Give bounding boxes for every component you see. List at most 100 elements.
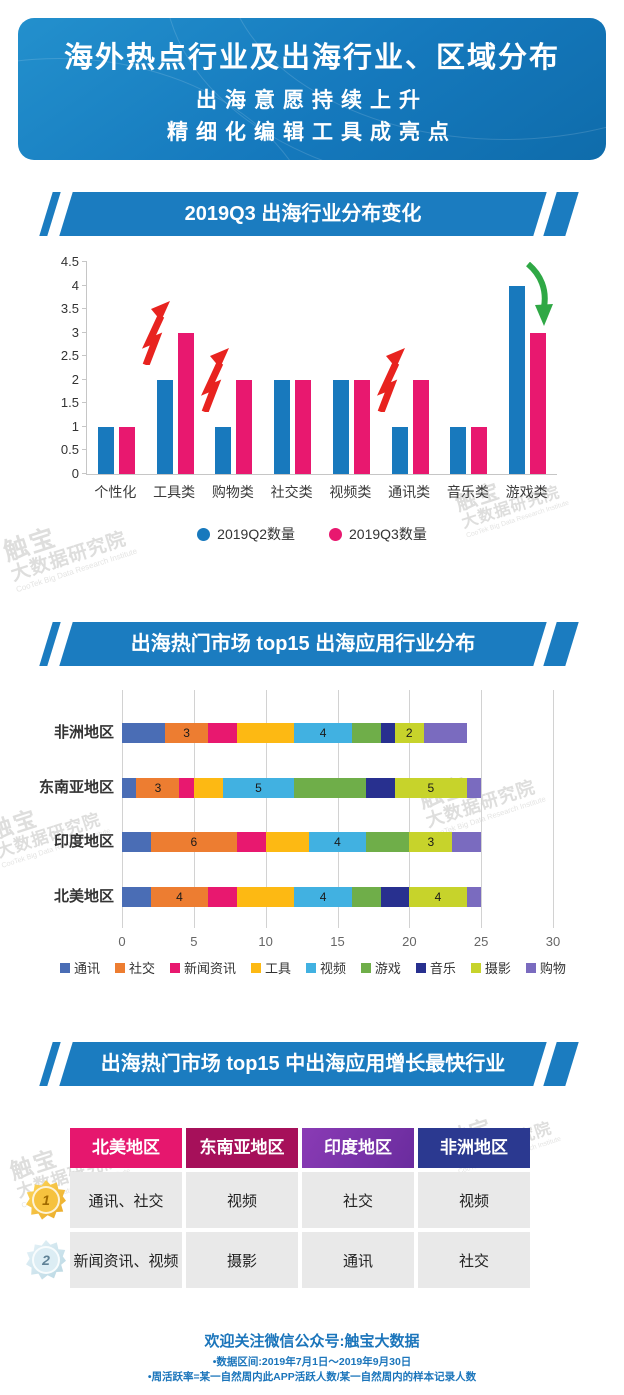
legend-item-游戏: 游戏 — [360, 958, 401, 977]
segment-通讯 — [122, 832, 151, 853]
legend-dot-icon — [197, 527, 211, 541]
segment-音乐 — [366, 777, 395, 798]
data-range-note: •数据区间:2019年7月1日～2019年9月30日 — [212, 1356, 412, 1368]
table-cell: 新闻资讯、视频 — [70, 1232, 182, 1288]
y-axis-tick-label: 4.5 — [60, 254, 79, 269]
x-axis-label-工具类: 工具类 — [153, 484, 196, 500]
y-axis-tick-label: 1.5 — [60, 395, 79, 411]
table-header-africa: 非洲地区 — [418, 1128, 530, 1168]
bar-group-音乐类 — [440, 262, 499, 474]
y-axis-tick — [82, 331, 87, 333]
legend-square-icon — [415, 962, 426, 973]
y-axis-tick-label: 0.5 — [60, 442, 79, 458]
legend-dot-icon — [329, 527, 342, 541]
rank-1-medal-icon: 1 — [26, 1180, 66, 1220]
table-header-india: 印度地区 — [302, 1128, 414, 1168]
banner-stripe — [39, 192, 61, 236]
gridline — [481, 690, 483, 928]
stacked-row-非洲地区: 非洲地区 3 4 2 — [0, 723, 624, 743]
x-axis-label-音乐类: 音乐类 — [446, 484, 489, 500]
wechat-account-note: 欢迎关注微信公众号:触宝大数据 — [204, 1333, 420, 1350]
metric-definition-note: •周活跃率=某一自然周内此APP活跃人数/某一自然周内的样本记录人数 — [147, 1371, 477, 1384]
bar-group-通讯类 — [376, 262, 440, 474]
section-title-1: 2019Q3 出海行业分布变化 — [184, 203, 422, 225]
chart-region-distribution: 0 5 10 15 20 25 30 非洲地区 3 4 2 东南亚地区 3 5 5 印度地区 6 4 3 北美地区 4 4… — [0, 690, 624, 990]
gridline — [337, 690, 339, 928]
section-banner-1: 2019Q3 出海行业分布变化 — [0, 192, 624, 236]
legend-square-icon — [169, 962, 180, 973]
bar-2019Q2数量-通讯类 — [391, 426, 408, 474]
y-axis-tick — [82, 449, 87, 451]
red-up-arrow-icon — [140, 301, 170, 370]
bar-2019Q3数量-游戏类 — [530, 332, 547, 474]
gridline — [193, 690, 195, 928]
y-axis-tick — [82, 308, 87, 310]
chart1-plot-area: 0 0.5 1 1.5 2 2.5 3 3.5 4 4.5 — [61, 254, 557, 481]
x-axis-tick-label: 5 — [190, 934, 198, 949]
table-cell: 视频 — [418, 1172, 530, 1228]
segment-社交: 3 — [136, 777, 180, 798]
y-axis-tick — [82, 402, 87, 404]
segment-音乐 — [380, 723, 395, 743]
bar-2019Q2数量-游戏类 — [509, 285, 526, 474]
legend-label: 音乐 — [429, 961, 456, 976]
bar-group-购物类 — [200, 262, 264, 474]
row-label-印度地区: 印度地区 — [53, 833, 114, 851]
segment-社交: 3 — [165, 723, 209, 743]
y-axis-tick-label: 1 — [71, 418, 79, 434]
legend-square-icon — [250, 962, 261, 973]
row-label-北美地区: 北美地区 — [53, 888, 114, 906]
segment-新闻资讯 — [236, 832, 266, 853]
y-axis-tick-label: 4 — [71, 277, 79, 293]
legend-item-音乐: 音乐 — [415, 958, 456, 977]
legend-square-icon — [114, 962, 125, 973]
legend-label: 通讯 — [74, 961, 101, 976]
segment-音乐 — [380, 887, 410, 908]
segment-工具 — [265, 832, 309, 853]
segment-购物 — [466, 777, 482, 798]
segment-新闻资讯 — [179, 777, 194, 798]
table-cell: 社交 — [418, 1232, 530, 1288]
y-axis-tick — [82, 355, 87, 357]
stacked-row-北美地区: 北美地区 4 4 4 — [0, 887, 624, 908]
segment-通讯 — [122, 723, 166, 743]
stacked-row-东南亚地区: 东南亚地区 3 5 5 — [0, 777, 624, 798]
x-axis-tick-label: 30 — [545, 934, 561, 949]
page-subtitle: 出海意愿持续上升 精细化编辑工具成亮点 — [18, 85, 606, 148]
legend-label: 社交 — [128, 961, 155, 976]
x-axis-tick-label: 10 — [258, 934, 273, 949]
legend-square-icon — [525, 962, 536, 973]
legend-label: 新闻资讯 — [183, 961, 236, 976]
bar-group-视频类 — [322, 262, 381, 474]
chart-industry-change: 0 0.5 1 1.5 2 2.5 3 3.5 4 4.5 个性化 工具类 购物类 社交类 视频类 通讯类音… — [0, 254, 624, 544]
y-axis-tick-label: 0 — [71, 466, 79, 481]
bar-2019Q3数量-工具类 — [177, 332, 194, 474]
x-axis-tick-label: 15 — [330, 934, 345, 949]
bar-2019Q3数量-个性化 — [118, 426, 135, 474]
chart2-legend: 通讯 社交 新闻资讯 工具 视频 游戏 音乐 摄影 购物 — [60, 958, 566, 977]
segment-通讯 — [122, 777, 137, 798]
segment-社交: 6 — [150, 832, 237, 853]
red-up-arrow-icon — [199, 348, 229, 417]
data-notes: •数据区间:2019年7月1日～2019年9月30日 •周活跃率=某一自然周内此… — [0, 1355, 624, 1385]
legend-label: 购物 — [539, 961, 566, 976]
legend-item-通讯: 通讯 — [60, 958, 100, 977]
y-axis-tick-label: 2.5 — [60, 348, 79, 364]
x-axis-tick-label: 20 — [402, 934, 417, 949]
bar-2019Q2数量-工具类 — [156, 379, 173, 474]
legend-item-工具: 工具 — [250, 958, 291, 977]
chart2-gridlines — [122, 690, 554, 928]
segment-游戏 — [366, 832, 410, 853]
bar-2019Q3数量-购物类 — [236, 379, 253, 474]
chart1-bars — [87, 261, 557, 474]
legend-label: 游戏 — [374, 961, 401, 976]
bar-2019Q2数量-音乐类 — [450, 426, 467, 474]
table-cell: 视频 — [186, 1172, 298, 1228]
segment-视频: 4 — [308, 832, 367, 853]
legend-label: 视频 — [319, 961, 346, 976]
row-label-东南亚地区: 东南亚地区 — [38, 778, 114, 796]
legend-square-icon — [305, 962, 316, 973]
table-cell: 社交 — [302, 1172, 414, 1228]
stacked-bar-北美地区: 4 4 4 — [122, 887, 482, 908]
y-axis-tick — [82, 284, 87, 286]
